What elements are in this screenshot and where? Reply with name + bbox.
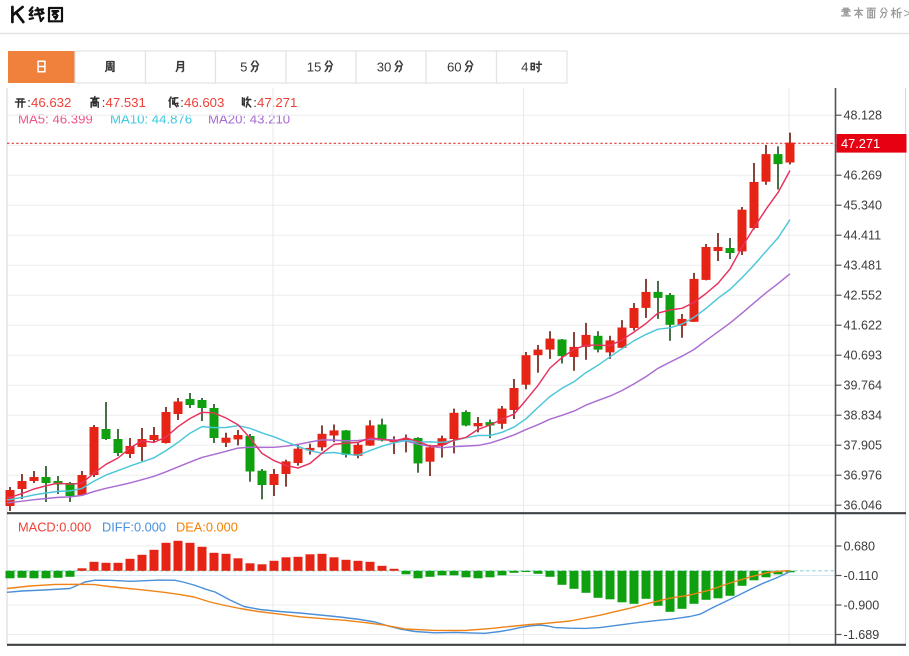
svg-text:41.622: 41.622 [844, 319, 883, 333]
svg-text:>: > [904, 7, 909, 21]
svg-text:39.764: 39.764 [844, 379, 883, 393]
svg-text:5: 5 [240, 60, 247, 75]
svg-text:36.046: 36.046 [844, 499, 883, 513]
svg-text:0.680: 0.680 [844, 539, 876, 553]
svg-text:46.603: 46.603 [184, 95, 224, 110]
svg-text:48.128: 48.128 [844, 109, 883, 123]
svg-text:46.632: 46.632 [31, 95, 71, 110]
svg-text:-0.110: -0.110 [844, 569, 879, 583]
svg-text:MA10: 44.876: MA10: 44.876 [110, 112, 192, 127]
svg-text:45.340: 45.340 [844, 199, 883, 213]
svg-text:DEA:0.000: DEA:0.000 [176, 520, 238, 535]
svg-text:47.271: 47.271 [841, 136, 880, 151]
svg-text:60: 60 [447, 60, 462, 75]
svg-text:30: 30 [377, 60, 392, 75]
svg-text:-1.689: -1.689 [844, 628, 880, 642]
svg-text:4: 4 [521, 60, 528, 75]
svg-text:MA5: 46.399: MA5: 46.399 [18, 112, 93, 127]
svg-text:47.271: 47.271 [257, 95, 297, 110]
svg-text:38.834: 38.834 [844, 409, 883, 423]
svg-text:MA20: 43.210: MA20: 43.210 [208, 112, 290, 127]
svg-text:42.552: 42.552 [844, 289, 883, 303]
svg-text:15: 15 [307, 60, 322, 75]
svg-text:43.481: 43.481 [844, 259, 883, 273]
svg-text:44.411: 44.411 [844, 229, 882, 243]
svg-text:MACD:0.000: MACD:0.000 [18, 520, 91, 535]
svg-text:-0.900: -0.900 [844, 598, 880, 612]
svg-text:DIFF:0.000: DIFF:0.000 [102, 520, 166, 535]
svg-text:47.531: 47.531 [106, 95, 146, 110]
svg-text:36.976: 36.976 [844, 469, 883, 483]
svg-text:37.905: 37.905 [844, 439, 883, 453]
svg-text:40.693: 40.693 [844, 349, 883, 363]
svg-text:46.269: 46.269 [844, 169, 883, 183]
